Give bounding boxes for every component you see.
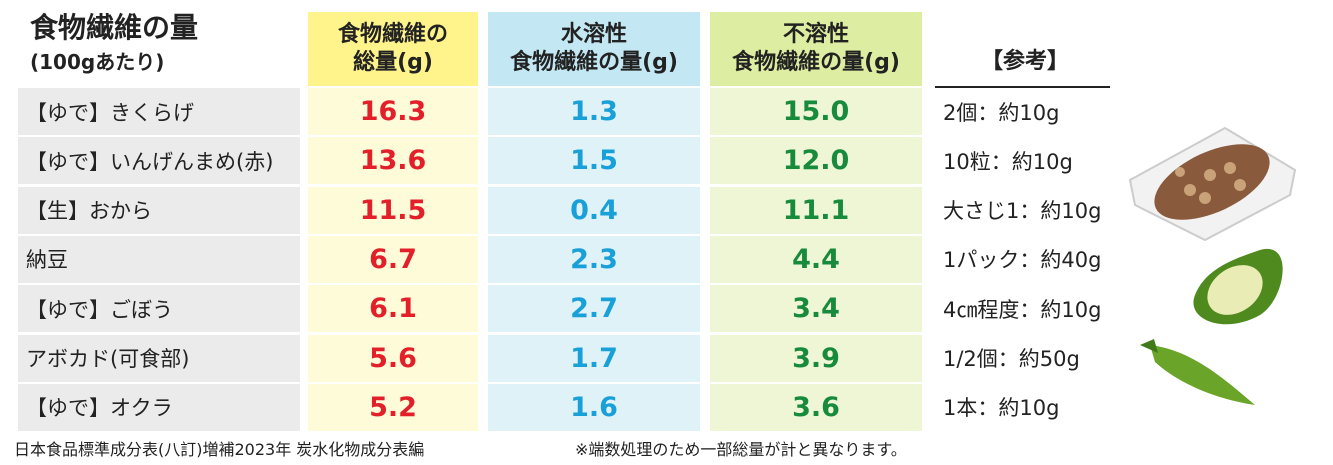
reference: 1パック：約40g	[943, 248, 1102, 273]
title: 食物繊維の量	[30, 11, 199, 44]
fiber-value: 3.6	[710, 383, 922, 431]
fiber-value: 2.7	[488, 285, 700, 333]
ref-underline	[935, 86, 1110, 88]
fiber-value: 11.1	[710, 186, 922, 234]
reference: 大さじ1：約10g	[943, 199, 1102, 224]
column-header: 水溶性食物繊維の量(g)	[488, 12, 700, 86]
header-line: 総量(g)	[353, 50, 433, 75]
food-name: アボカド(可食部)	[18, 334, 300, 382]
fiber-value: 2.3	[488, 235, 700, 283]
source: 日本食品標準成分表(八訂)増補2023年 炭水化物成分表編	[14, 440, 425, 459]
food-name: 【生】おから	[18, 186, 300, 234]
fiber-value: 13.6	[308, 137, 478, 185]
fiber-value: 15.0	[710, 88, 922, 135]
fiber-value: 16.3	[308, 88, 478, 135]
fiber-value: 3.4	[710, 285, 922, 333]
reference: 1本：約10g	[943, 396, 1060, 421]
fiber-value: 1.5	[488, 137, 700, 185]
fiber-value: 1.7	[488, 334, 700, 382]
note: ※端数処理のため一部総量が計と異なります。	[575, 440, 907, 459]
subtitle: (100gあたり)	[30, 50, 165, 74]
fiber-value: 6.7	[308, 235, 478, 283]
header-line: 不溶性	[782, 22, 849, 47]
food-name: 【ゆで】ごぼう	[18, 285, 300, 333]
fiber-value: 11.5	[308, 186, 478, 234]
fiber-value: 4.4	[710, 235, 922, 283]
food-illustrations	[1128, 126, 1297, 405]
header-line: 食物繊維の量(g)	[732, 50, 900, 75]
food-name: 【ゆで】きくらげ	[18, 88, 300, 135]
fiber-value: 5.2	[308, 383, 478, 431]
fiber-value: 12.0	[710, 137, 922, 185]
header-line: 食物繊維の量(g)	[510, 50, 678, 75]
reference: 4㎝程度：約10g	[943, 297, 1102, 322]
fiber-value: 6.1	[308, 285, 478, 333]
food-name: 納豆	[18, 235, 300, 283]
column-header: 食物繊維の総量(g)	[308, 12, 478, 86]
reference: 2個：約10g	[943, 100, 1060, 125]
column-header: 不溶性食物繊維の量(g)	[710, 12, 922, 86]
header-line: 食物繊維の	[337, 22, 448, 47]
header-line: 【参考】	[980, 49, 1069, 74]
header-line: 水溶性	[560, 22, 627, 47]
reference: 1/2個：約50g	[943, 347, 1080, 371]
fiber-value: 1.3	[488, 88, 700, 135]
fiber-value: 3.9	[710, 334, 922, 382]
food-name: 【ゆで】オクラ	[18, 383, 300, 431]
column-header: 【参考】	[935, 40, 1115, 84]
fiber-value: 1.6	[488, 383, 700, 431]
reference: 10粒：約10g	[943, 149, 1073, 174]
fiber-value: 5.6	[308, 334, 478, 382]
fiber-value: 0.4	[488, 186, 700, 234]
food-name: 【ゆで】いんげんまめ(赤)	[18, 137, 300, 185]
